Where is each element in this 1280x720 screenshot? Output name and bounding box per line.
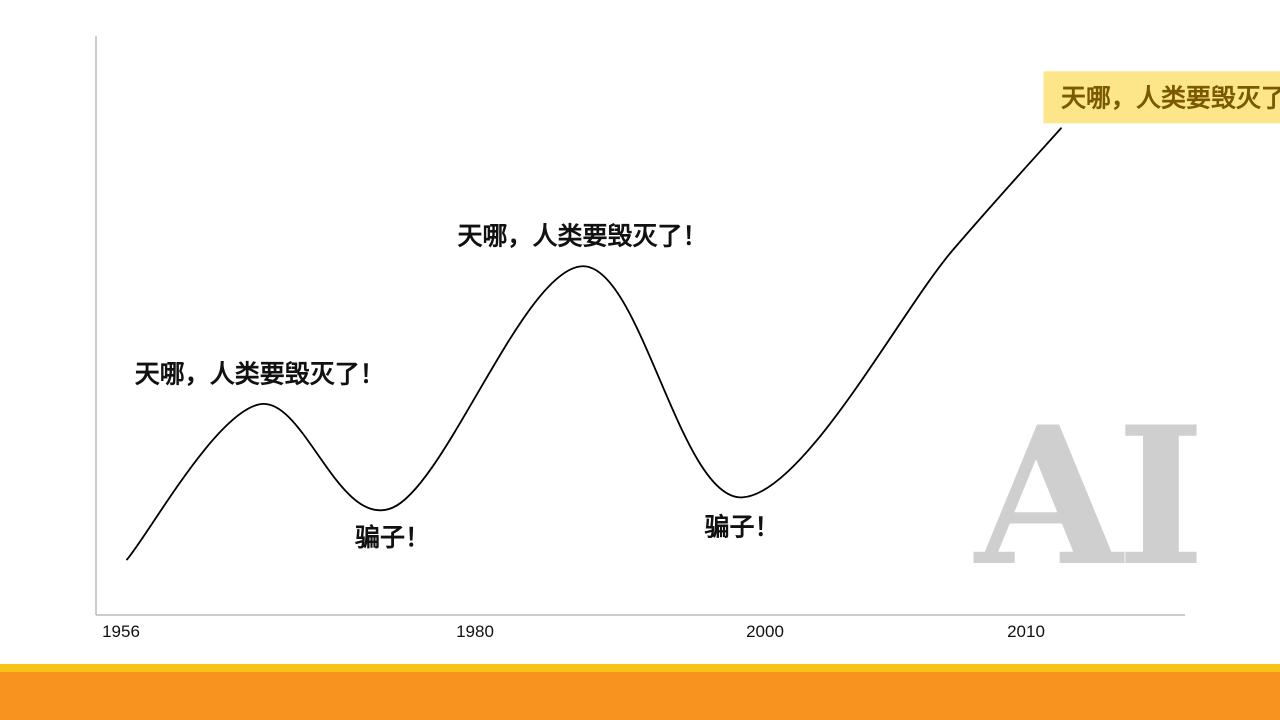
x-tick-label: 1980 [456, 622, 494, 641]
annotation-label: 天哪，人类要毁灭了！ [457, 221, 707, 250]
footer-stripe-yellow [0, 664, 1280, 672]
annotation-highlight-box [1043, 71, 1280, 124]
footer-stripe-orange [0, 672, 1280, 720]
annotation-label-highlight: 天哪，人类要毁灭了！ [1061, 83, 1280, 112]
annotation-label: 骗子！ [704, 512, 779, 541]
x-tick-labels: 1956 1980 2000 2010 [102, 622, 1045, 641]
ai-watermark-logo: AI [973, 385, 1199, 608]
chart-axes [95, 36, 1185, 616]
annotations: 天哪，人类要毁灭了！ 骗子！ 天哪，人类要毁灭了！ 骗子！ 天哪，人类要毁灭了！ [135, 71, 1280, 552]
series-line [126, 127, 1062, 561]
x-tick-label: 2000 [746, 622, 784, 641]
x-tick-label: 1956 [102, 622, 140, 641]
annotation-label: 骗子！ [355, 523, 430, 552]
annotation-label: 天哪，人类要毁灭了！ [135, 359, 385, 388]
x-tick-label: 2010 [1007, 622, 1045, 641]
